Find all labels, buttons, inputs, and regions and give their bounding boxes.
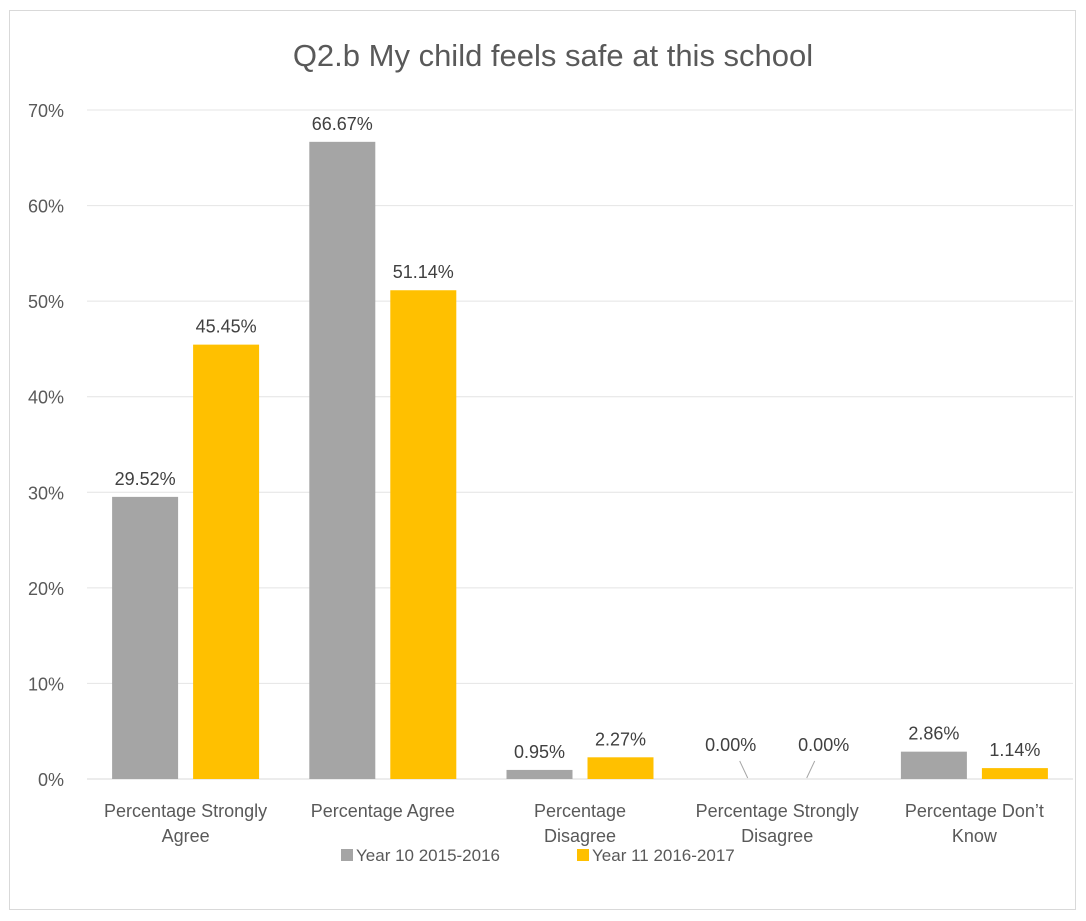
y-tick-label: 10% [28,674,64,694]
bar [900,751,967,779]
leader-line [739,760,749,779]
x-tick-label: Percentage Agree [311,801,455,821]
x-axis: Percentage Strongly Agree Percentage Agree… [104,801,1044,846]
chart-area [9,10,1076,910]
data-label: 1.14% [989,740,1040,760]
bar [506,769,573,779]
x-tick-label: Disagree [741,826,813,846]
y-tick-label: 30% [28,483,64,503]
data-label: 51.14% [393,262,454,282]
y-tick-label: 50% [28,292,64,312]
x-tick-label: Know [952,826,998,846]
x-tick-label: Percentage Don’t [905,801,1044,821]
y-tick-label: 40% [28,388,64,408]
data-label: 2.86% [908,724,959,744]
y-tick-label: 70% [28,101,64,121]
y-tick-label: 0% [38,770,64,790]
legend: Year 10 2015-2016 Year 11 2016-2017 [341,846,735,865]
bar [587,757,654,779]
y-tick-label: 60% [28,197,64,217]
x-tick-label: Disagree [544,826,616,846]
data-labels: 29.52% 45.45% 66.67% 51.14% 0.95% 2.27% 0.00% 0… [115,114,1040,779]
y-tick-label: 20% [28,579,64,599]
bar [390,290,457,779]
x-tick-label: Percentage Strongly [104,801,267,821]
x-tick-label: Percentage Strongly [696,801,859,821]
data-label: 45.45% [196,317,257,337]
bar [112,496,179,779]
bar [309,141,376,779]
bar [981,768,1048,779]
chart-title: Q2.b My child feels safe at this school [293,38,813,73]
data-label: 29.52% [115,469,176,489]
data-label: 0.95% [514,742,565,762]
data-label: 0.00% [705,735,756,755]
legend-label: Year 10 2015-2016 [356,846,500,865]
y-axis: 0% 10% 20% 30% 40% 50% 60% 70% [28,101,64,790]
x-tick-label: Agree [162,826,210,846]
data-label: 66.67% [312,114,373,134]
bars [112,141,1048,779]
leader-line [806,760,816,779]
legend-label: Year 11 2016-2017 [592,846,735,865]
x-tick-label: Percentage [534,801,626,821]
data-label: 2.27% [595,729,646,749]
legend-swatch [341,849,353,861]
data-label: 0.00% [798,735,849,755]
bar [193,344,260,779]
legend-swatch [577,849,589,861]
